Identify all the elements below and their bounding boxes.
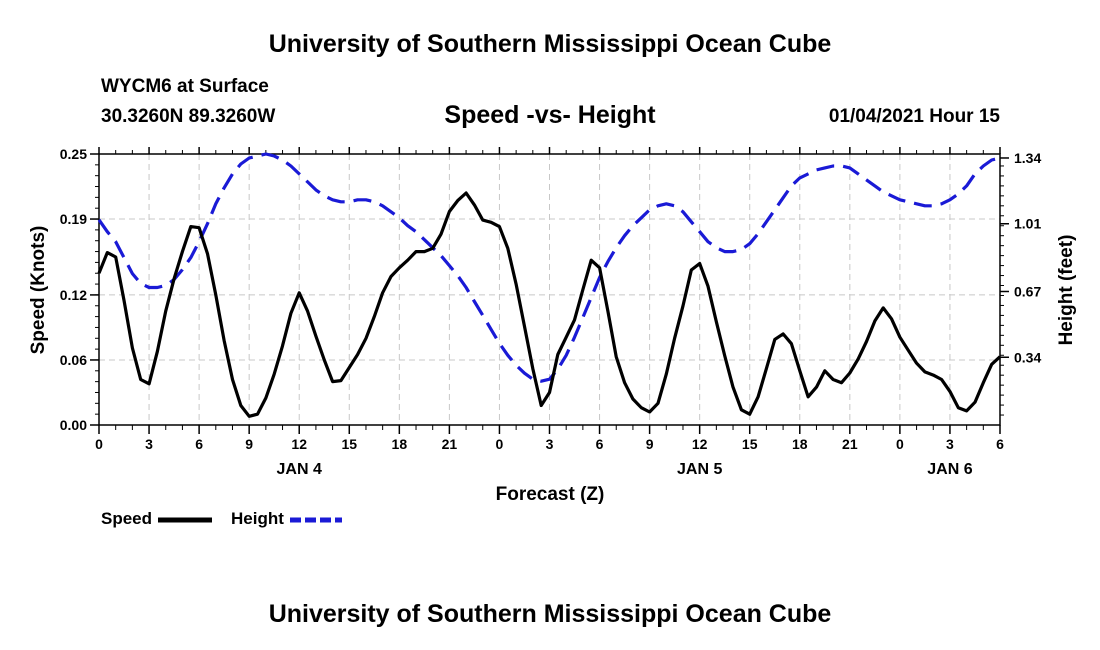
station-coords: 30.3260N 89.3260W: [101, 106, 276, 127]
x-tick-label: 0: [95, 436, 103, 452]
chart-title: Speed -vs- Height: [444, 101, 656, 129]
x-tick-label: 0: [896, 436, 904, 452]
y-tick-label: 0.06: [60, 352, 87, 368]
x-tick-label: 15: [341, 436, 357, 452]
x-tick-label: 15: [742, 436, 758, 452]
top-title: University of Southern Mississippi Ocean…: [268, 30, 832, 58]
x-tick-label: 12: [692, 436, 708, 452]
grid-lines: [99, 154, 1000, 425]
y-tick-label: 0.12: [60, 287, 87, 303]
y2-tick-label: 1.01: [1014, 216, 1041, 232]
legend-height-label: Height: [231, 509, 284, 528]
x-tick-label: 6: [195, 436, 203, 452]
day-label: JAN 5: [677, 461, 722, 478]
x-tick-label: 6: [596, 436, 604, 452]
x-tick-label: 18: [792, 436, 808, 452]
day-label: JAN 4: [277, 461, 322, 478]
speed-series-line: [97, 191, 1002, 418]
x-tick-label: 6: [996, 436, 1004, 452]
y2-tick-label: 0.34: [1014, 349, 1041, 365]
x-tick-label: 12: [291, 436, 307, 452]
y-tick-label: 0.00: [60, 417, 87, 433]
day-label: JAN 6: [927, 461, 972, 478]
x-tick-label: 3: [546, 436, 554, 452]
x-tick-label: 0: [496, 436, 504, 452]
forecast-datetime: 01/04/2021 Hour 15: [828, 106, 1000, 127]
y2-axis-label: Height (feet): [1056, 235, 1077, 346]
height-series-line: [97, 152, 1001, 383]
legend-speed-swatch: [158, 517, 212, 523]
x-tick-label: 18: [392, 436, 408, 452]
y-tick-label: 0.25: [60, 146, 87, 162]
x-tick-label: 21: [442, 436, 458, 452]
y-axis-label: Speed (Knots): [28, 226, 49, 355]
x-tick-label: 9: [646, 436, 654, 452]
x-tick-label: 9: [245, 436, 253, 452]
station-name: WYCM6 at Surface: [101, 76, 269, 97]
legend-height-swatch: [290, 517, 342, 523]
x-axis-label: Forecast (Z): [496, 484, 605, 505]
axis-ticks: [90, 147, 1009, 434]
y2-tick-label: 1.34: [1014, 150, 1041, 166]
axis-tick-labels: 0 3 6 9 12 15 18 21 0 3 6 9 12 15 18 21 0 3 6 JAN 4 JAN 5 JAN…: [60, 146, 1042, 478]
x-tick-label: 21: [842, 436, 858, 452]
legend-speed-label: Speed: [101, 509, 153, 528]
x-tick-label: 3: [946, 436, 954, 452]
y2-tick-label: 0.67: [1014, 283, 1041, 299]
bottom-title: University of Southern Mississippi Ocean…: [268, 600, 832, 628]
x-tick-label: 3: [145, 436, 153, 452]
y-tick-label: 0.19: [60, 211, 87, 227]
